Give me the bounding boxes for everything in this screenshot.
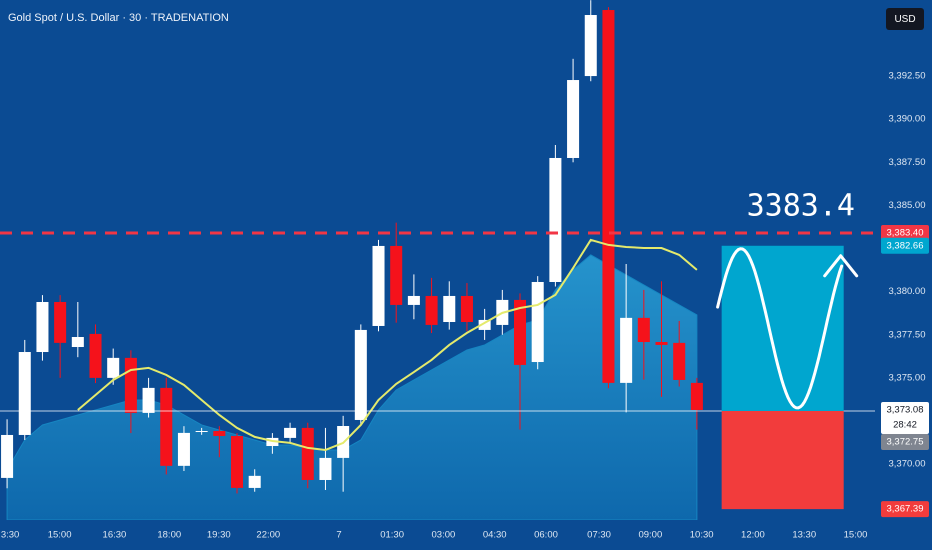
candle-body [443,295,456,323]
candle-body [407,295,420,305]
x-tick-label: 7 [336,530,341,541]
x-tick-label: 19:30 [207,530,231,541]
overlay: 3383.4 [747,189,859,278]
candle-body [460,295,473,323]
candle-body [602,10,615,383]
level-chip: 3,383.40 [887,228,924,239]
x-tick-label: 09:00 [638,530,662,541]
candle-body [567,80,580,158]
candle-body [18,352,31,435]
x-tick-label: 15:00 [844,530,868,541]
candle-body [284,427,297,438]
y-tick-label: 3,375.00 [889,372,926,383]
candle-body [319,457,332,480]
candle-body [513,299,527,365]
candle-body [142,387,155,413]
countdown: 28:42 [893,420,917,431]
y-tick-label: 3,380.00 [889,286,926,297]
candle-body [655,342,668,345]
x-tick-label: 10:30 [690,530,714,541]
entry-chip: 3,373.08 [887,405,924,416]
candle-body [230,436,244,488]
last-price-chip: 3,372.75 [887,437,924,448]
plot-area [0,0,875,520]
candle-body [124,357,137,413]
candle-body [637,317,650,343]
stop-zone [721,410,844,510]
candle-body [107,357,120,378]
annotation: 3383.4 [747,189,855,224]
candle-body [71,337,84,348]
candle-body [531,281,544,363]
x-tick-label: 01:30 [380,530,404,541]
x-tick-label: 15:00 [48,530,72,541]
x-tick-label: 03:00 [432,530,456,541]
candle-body [1,434,14,478]
y-tick-label: 3,390.00 [889,114,926,125]
wave [716,247,844,410]
currency-button[interactable] [886,8,924,30]
stop-chip: 3,367.39 [887,504,924,515]
y-tick-label: 3,370.00 [889,459,926,470]
x-tick-label: 06:00 [534,530,558,541]
candle-body [177,432,190,466]
x-tick-label: 18:00 [157,530,181,541]
candle-body [620,317,633,383]
x-tick-label: 13:30 [792,530,816,541]
x-tick-label: 12:00 [741,530,765,541]
currency-label: USD [894,14,915,25]
x-tick-label: 04:30 [483,530,507,541]
ma-line [77,238,698,451]
last-price-chip-bg [881,433,929,450]
candle-body [673,342,686,380]
x-tick-label: 22:00 [256,530,280,541]
candle-body [54,301,67,343]
candle-body [195,431,208,433]
candle-body [690,382,703,410]
x-tick-label: 3:30 [1,530,20,541]
candle-body [584,15,597,77]
candle-body [354,329,367,420]
candle-body [248,475,261,488]
candle-body [160,387,173,466]
x-tick-label: 07:30 [587,530,611,541]
candle-body [301,427,314,480]
candle-body [89,333,102,378]
candle-body [36,301,49,353]
candle-body [390,245,403,305]
candle-body [549,157,562,282]
y-tick-label: 3,387.50 [889,157,926,168]
arrow-head [823,254,859,278]
candle-body [478,319,491,330]
x-tick-label: 16:30 [103,530,127,541]
target-chip: 3,382.66 [887,240,924,251]
candle-body [425,295,438,325]
y-tick-label: 3,392.50 [889,71,926,82]
stop-chip-bg [881,501,929,518]
chart-title: Gold Spot / U.S. Dollar · 30 · TRADENATI… [8,12,229,24]
target-chip-bg [881,237,929,254]
entry-chip-bg [881,401,929,434]
candle-body [213,431,226,437]
candle-body [372,245,385,326]
y-tick-label: 3,377.50 [889,329,926,340]
y-tick-label: 3,385.00 [889,200,926,211]
level-chip-bg [881,225,929,242]
